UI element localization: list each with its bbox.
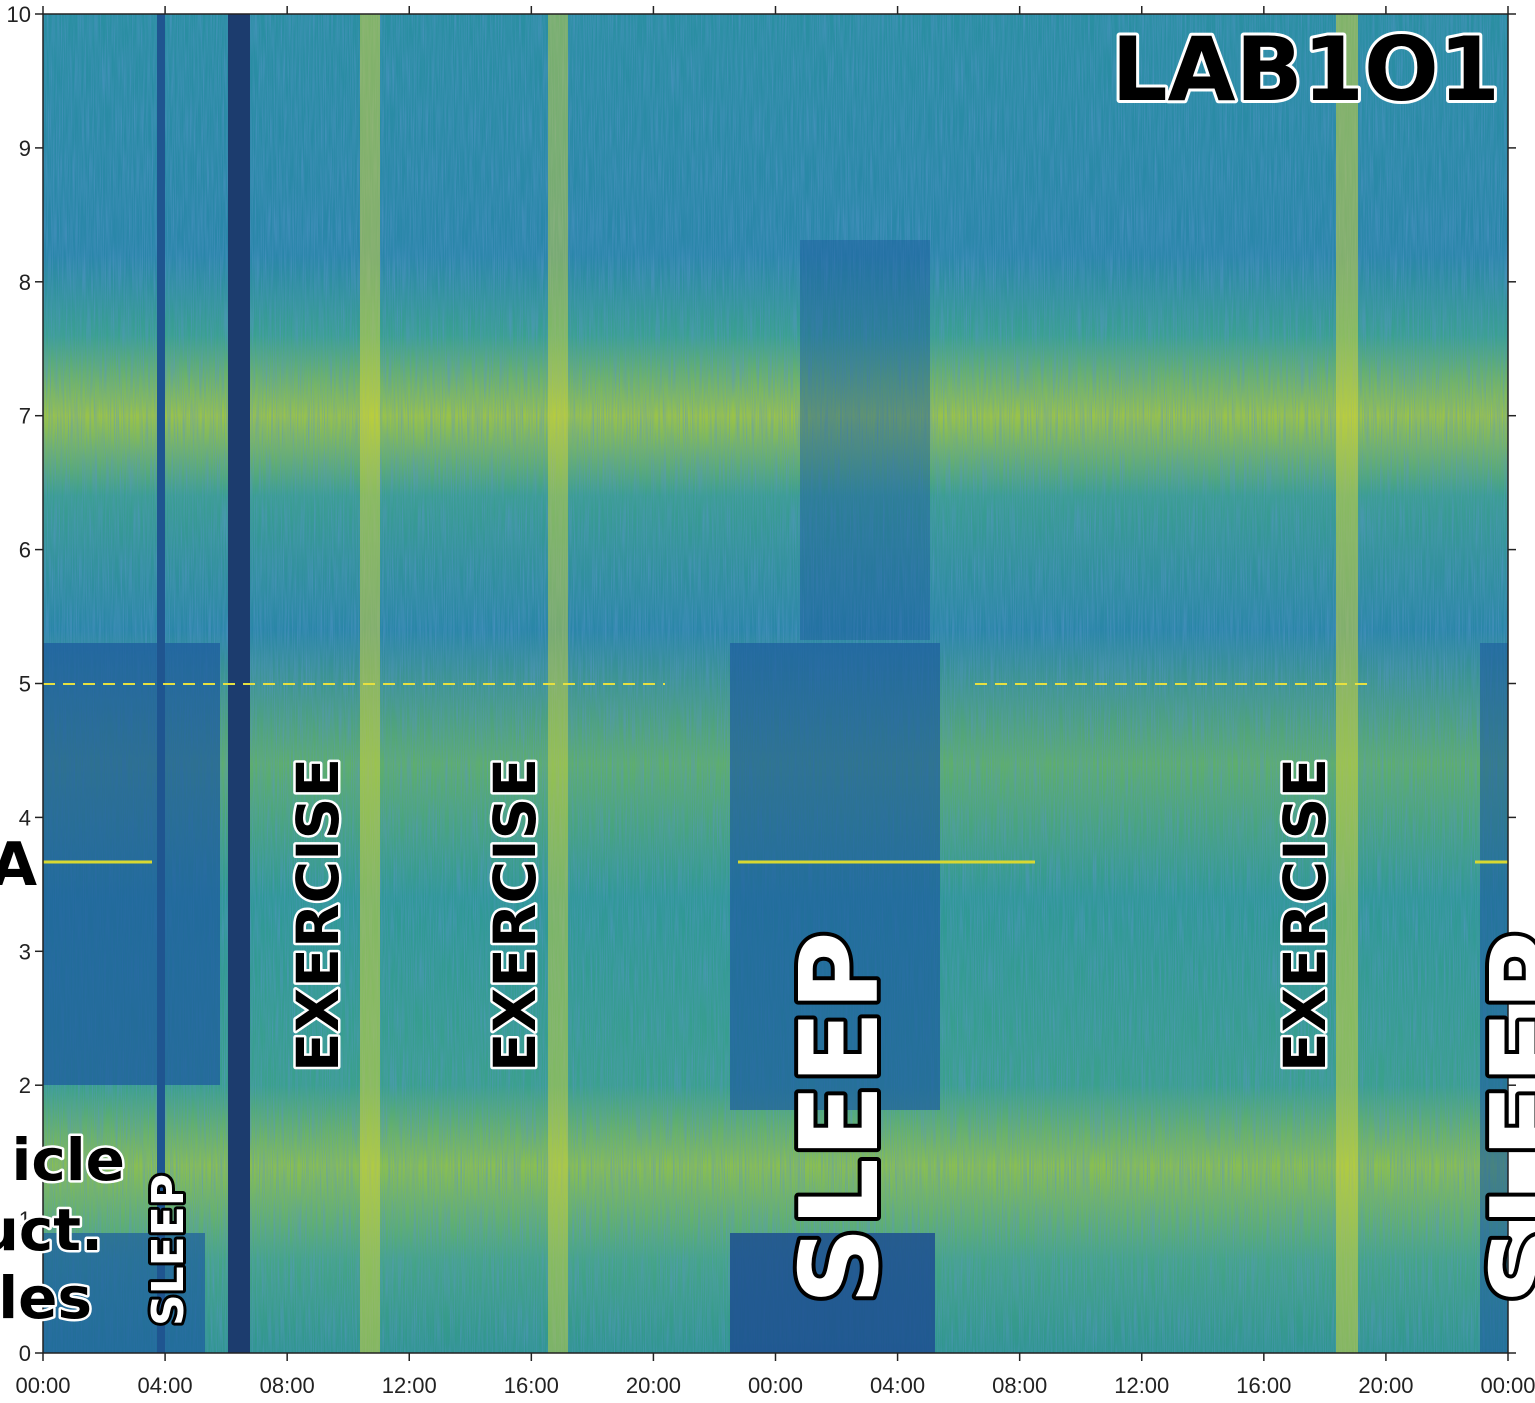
y-tick-label: 5	[19, 672, 31, 697]
x-tick-label: 00:00	[1480, 1373, 1535, 1398]
x-tick-label: 00:00	[748, 1373, 803, 1398]
annotation: SLEEP	[143, 1174, 194, 1326]
annotation: EXERCISE	[1271, 758, 1339, 1072]
y-tick-label: 1	[19, 1207, 31, 1232]
x-tick-label: 08:00	[992, 1373, 1047, 1398]
x-tick-label: 04:00	[870, 1373, 925, 1398]
x-tick-label: 08:00	[260, 1373, 315, 1398]
y-tick-label: 9	[19, 136, 31, 161]
x-tick-label: 12:00	[1114, 1373, 1169, 1398]
annotation: icle	[12, 1126, 125, 1194]
spectrogram-image	[43, 14, 1508, 1353]
annotation: SLEEP	[1469, 931, 1535, 1304]
x-tick-label: 20:00	[626, 1373, 681, 1398]
annotation: A	[0, 830, 38, 900]
annotation: uct.	[0, 1196, 103, 1264]
annotations: LAB1O1 EXERCISE EXERCISE EXERCISE SLEEP SLEEP…	[0, 15, 1535, 1335]
x-tick-label: 00:00	[15, 1373, 70, 1398]
y-tick-label: 8	[19, 270, 31, 295]
y-tick-label: 0	[19, 1341, 31, 1366]
x-tick-label: 16:00	[1236, 1373, 1291, 1398]
y-tick-label: 2	[19, 1073, 31, 1098]
y-tick-label: 7	[19, 404, 31, 429]
annotation: EXERCISE	[481, 758, 549, 1072]
y-tick-label: 6	[19, 538, 31, 563]
y-tick-label: 3	[19, 939, 31, 964]
x-tick-label: 04:00	[138, 1373, 193, 1398]
x-tick-label: 20:00	[1358, 1373, 1413, 1398]
annotation: EXERCISE	[284, 758, 352, 1072]
annotation: SLEEP	[778, 931, 903, 1304]
x-tick-label: 12:00	[382, 1373, 437, 1398]
annotation: LAB1O1	[1111, 18, 1500, 121]
y-tick-label: 4	[19, 805, 31, 830]
annotation: les	[0, 1264, 92, 1332]
axes: 0 1 2 3 4 5 6 7 8 9 10 00:00 04:00 08:00 12:00 16:00 20:…	[7, 2, 1535, 1398]
y-tick-label: 10	[7, 2, 31, 27]
x-tick-label: 16:00	[504, 1373, 559, 1398]
